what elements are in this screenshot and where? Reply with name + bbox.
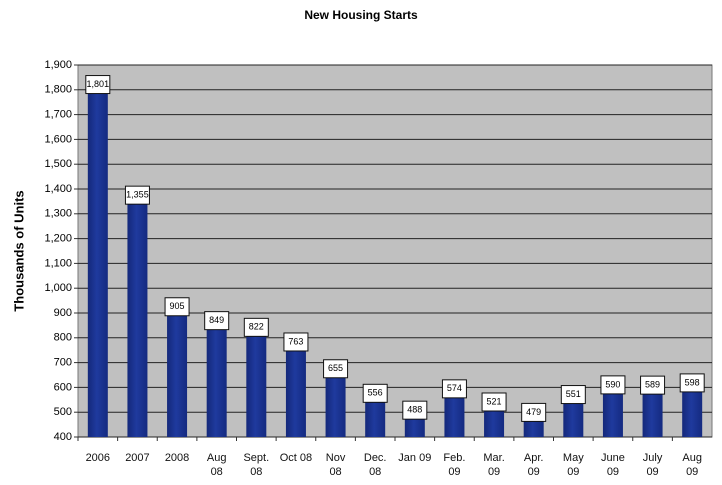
x-tick-label: July 09 (642, 452, 663, 478)
bar (682, 387, 703, 437)
y-tick-label: 1,900 (44, 59, 72, 71)
data-label-box (402, 400, 428, 420)
x-tick-label: Jan 09 (398, 452, 432, 464)
data-label: 598 (685, 377, 700, 387)
x-tick-label: Aug 08 (206, 452, 227, 478)
bar (404, 415, 425, 437)
y-tick-label: 500 (54, 406, 72, 418)
x-tick-label: Nov 08 (325, 452, 346, 478)
data-label-box (560, 385, 586, 405)
x-tick-label: Oct 08 (279, 452, 313, 464)
chart-title: New Housing Starts (304, 8, 418, 22)
bar (365, 398, 386, 437)
data-label: 763 (288, 336, 303, 346)
bar (206, 325, 227, 437)
data-label-box (640, 375, 666, 395)
bar (285, 346, 306, 437)
data-label: 590 (605, 379, 620, 389)
data-label: 822 (249, 322, 264, 332)
data-label-box (204, 311, 230, 331)
x-tick-label: Feb. 09 (443, 452, 466, 478)
data-label: 905 (170, 301, 185, 311)
data-label: 1,355 (126, 190, 149, 200)
y-tick-label: 1,300 (44, 208, 72, 220)
bar (325, 373, 346, 437)
x-tick-label: Aug 09 (682, 452, 702, 478)
bar (444, 393, 465, 437)
data-label-box (283, 332, 309, 352)
data-label-box (164, 297, 190, 317)
x-tick-label: 2008 (164, 452, 190, 464)
data-label-box (521, 402, 547, 422)
y-tick-label: 1,200 (44, 233, 72, 245)
bar (642, 390, 663, 437)
x-tick-label: Dec. 08 (363, 452, 387, 478)
data-label: 1,801 (87, 79, 110, 89)
x-tick-label: 2007 (125, 452, 150, 464)
data-label-box (323, 359, 349, 379)
data-label-box (441, 379, 467, 399)
data-label-box (481, 392, 507, 412)
x-tick-label: June 09 (601, 452, 625, 478)
data-label: 589 (645, 380, 660, 390)
y-tick-label: 1,400 (44, 183, 72, 195)
y-tick-label: 1,800 (44, 84, 72, 96)
data-label-box (362, 383, 388, 403)
y-tick-label: 900 (54, 307, 72, 319)
data-label: 655 (328, 363, 343, 373)
data-label-box (243, 317, 269, 337)
y-tick-label: 600 (54, 381, 72, 393)
y-tick-label: 1,000 (44, 282, 72, 294)
y-axis-title: Thousands of Units (11, 190, 26, 311)
y-tick-label: 1,100 (44, 257, 72, 269)
y-tick-label: 1,600 (44, 133, 72, 145)
bar (246, 332, 267, 437)
data-label: 488 (407, 405, 422, 415)
x-tick-label: Sept. 08 (243, 452, 270, 478)
data-label-box (600, 375, 626, 395)
data-label: 479 (526, 407, 541, 417)
bar (602, 389, 623, 437)
data-label: 849 (209, 315, 224, 325)
data-label-box (679, 373, 705, 393)
bar (484, 406, 505, 437)
x-tick-label: Mar. 09 (483, 452, 505, 478)
x-tick-label: May 09 (562, 452, 584, 478)
data-label: 551 (566, 389, 581, 399)
bar (127, 200, 148, 437)
y-tick-label: 1,700 (44, 109, 72, 121)
y-tick-label: 700 (54, 357, 72, 369)
y-tick-label: 400 (54, 431, 72, 443)
x-tick-label: 2006 (85, 452, 111, 464)
data-label: 574 (447, 383, 462, 393)
bar (523, 417, 544, 437)
y-tick-label: 800 (54, 332, 72, 344)
data-label-box (124, 185, 150, 205)
x-tick-label: Apr. 09 (523, 452, 544, 478)
bar (87, 89, 108, 437)
bar (167, 311, 188, 437)
bar (563, 399, 584, 437)
y-tick-label: 1,500 (44, 158, 72, 170)
data-label-box (85, 75, 111, 95)
data-label: 521 (487, 396, 502, 406)
data-label: 556 (368, 388, 383, 398)
